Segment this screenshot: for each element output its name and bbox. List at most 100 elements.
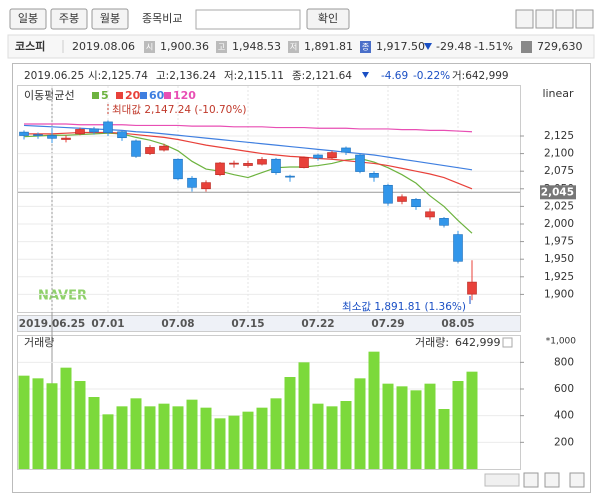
y-tick-label: 600 <box>554 383 574 395</box>
volume-bar <box>340 401 352 469</box>
candle-body <box>103 121 113 133</box>
compare-input[interactable] <box>195 9 301 30</box>
down-arrow <box>362 72 369 78</box>
zoom-in[interactable] <box>544 472 560 488</box>
info-date: 2019.06.25 <box>24 70 84 82</box>
zoom-out[interactable] <box>523 472 539 488</box>
tool-icon[interactable] <box>555 9 574 29</box>
volume-bar <box>466 371 478 469</box>
legend-swatch <box>92 92 99 99</box>
scroll-bar[interactable] <box>484 473 520 487</box>
tool-icon[interactable] <box>575 9 594 29</box>
x-tick-label: 07.22 <box>301 318 334 330</box>
candle-body <box>89 128 99 133</box>
volume-title: 거래량 <box>24 336 54 349</box>
scale-label: linear <box>542 87 574 100</box>
date-strip <box>17 315 521 332</box>
volume-bar <box>88 397 100 469</box>
candle-body <box>341 147 351 153</box>
moving-average <box>24 123 473 133</box>
candle-body <box>145 147 155 154</box>
volume-bar <box>354 378 366 469</box>
candle-body <box>75 129 85 135</box>
candle-body <box>19 131 29 136</box>
volume-bar <box>214 418 226 469</box>
candle-body <box>159 145 169 151</box>
candle-body <box>439 218 449 226</box>
info-change-pct: -0.22% <box>413 70 450 82</box>
quote-date: 2019.08.06 <box>72 40 135 53</box>
icon-box <box>144 41 155 53</box>
zoom-controls <box>484 472 585 488</box>
close-icon: 종 <box>362 43 369 52</box>
legend-swatch <box>116 92 123 99</box>
volume-bar <box>102 414 114 469</box>
legend-label: 120 <box>173 89 196 102</box>
compare-label: 종목비교 <box>142 12 182 25</box>
weekly-button[interactable] <box>50 8 88 30</box>
tool-icon[interactable] <box>535 9 554 29</box>
candle-body <box>411 199 421 208</box>
quote-close: 1,917.50 <box>376 40 425 53</box>
info-open: 시:2,125.74 <box>88 70 148 82</box>
volume-bar <box>186 399 198 469</box>
candle-body <box>201 182 211 190</box>
volume-bar <box>284 377 296 469</box>
y-tick-label: 2,100 <box>544 148 574 160</box>
info-volume: 거:642,999 <box>452 70 509 82</box>
confirm-button[interactable] <box>306 8 350 30</box>
button-label: 확인 <box>318 12 338 25</box>
x-tick-label: 07.29 <box>371 318 404 330</box>
volume-bar <box>158 403 170 469</box>
volume-bar <box>382 383 394 469</box>
tool-icon[interactable] <box>515 9 534 29</box>
volume-bar <box>326 406 338 469</box>
candle-body <box>173 158 183 180</box>
quote-high: 1,948.53 <box>232 40 281 53</box>
monthly-button[interactable] <box>91 8 129 30</box>
candle-body <box>397 196 407 202</box>
volume-bar <box>270 398 282 469</box>
candle-body <box>285 175 295 178</box>
y-tick-label: 2,125 <box>544 130 574 142</box>
candle-body <box>117 131 127 139</box>
volume-bar <box>410 390 422 469</box>
volume-bar <box>312 403 324 469</box>
info-close: 종:2,121.64 <box>292 70 352 82</box>
button-label: 주봉 <box>59 12 79 25</box>
candle-body <box>271 158 281 173</box>
legend-swatch <box>140 92 147 99</box>
volume-bar <box>200 407 212 469</box>
high-icon: 고 <box>218 43 225 52</box>
volume-bar <box>46 383 58 469</box>
volume-bar <box>228 415 240 469</box>
x-tick-label: 2019.06.25 <box>19 318 85 330</box>
candle-body <box>229 162 239 165</box>
y-tick-label: 200 <box>554 436 574 448</box>
volume-bar <box>144 406 156 469</box>
x-tick-label: 07.01 <box>91 318 124 330</box>
volume-unit: *1,000 <box>546 337 577 347</box>
volume-bar <box>242 411 254 469</box>
legend-label: 60 <box>149 89 165 102</box>
x-tick-label: 08.05 <box>441 318 474 330</box>
reset[interactable] <box>569 472 585 488</box>
volume-value: 642,999 <box>455 336 501 349</box>
max-annotation: 최대값 2,147.24 (-10.70%) <box>112 104 246 116</box>
quote-low: 1,891.81 <box>304 40 353 53</box>
icon-box <box>360 41 371 53</box>
candle-body <box>313 154 323 159</box>
candle-body <box>383 184 393 204</box>
moving-average <box>24 131 473 190</box>
close-icon[interactable] <box>502 337 513 348</box>
open-icon: 시 <box>146 43 153 52</box>
legend-label: 5 <box>101 89 109 102</box>
volume-bar <box>424 383 436 469</box>
info-change: -4.69 <box>381 70 408 82</box>
quote-open: 1,900.36 <box>160 40 209 53</box>
quote-volume: 729,630 <box>537 40 583 53</box>
daily-button[interactable] <box>9 8 47 30</box>
candle-body <box>355 154 365 172</box>
min-annotation: 최소값 1,891.81 (1.36%) <box>342 301 466 313</box>
volume-bar <box>438 409 450 469</box>
